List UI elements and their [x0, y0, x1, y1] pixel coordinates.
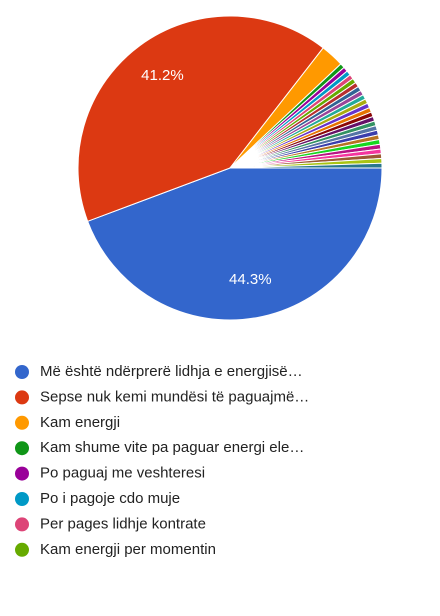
legend-label: Po i pagoje cdo muje [40, 490, 180, 507]
slice-label: 44.3% [229, 271, 272, 288]
legend-label: Kam shume vite pa paguar energi ele… [40, 439, 304, 456]
legend-label: Per pages lidhje kontrate [40, 515, 206, 532]
pie-slice [87, 167, 383, 321]
legend-label: Më është ndërprerë lidhja e energjisë… [40, 363, 303, 380]
legend-swatch [15, 415, 29, 430]
legend-label: Sepse nuk kemi mundësi të paguajmë… [40, 388, 309, 405]
legend-label: Kam energji [40, 414, 120, 431]
legend-label: Po paguaj me veshteresi [40, 465, 205, 482]
legend-swatch [15, 441, 29, 456]
legend-label: Kam energji per momentin [40, 541, 216, 558]
pie-slice [229, 162, 383, 169]
legend-swatch [15, 365, 29, 379]
legend-swatch [15, 466, 29, 481]
legend-swatch [15, 390, 29, 405]
slice-label: 41.2% [141, 67, 184, 84]
legend-swatch [15, 517, 29, 532]
legend-swatch [15, 492, 29, 506]
legend-swatch [15, 542, 29, 557]
pie-slice [77, 15, 324, 222]
